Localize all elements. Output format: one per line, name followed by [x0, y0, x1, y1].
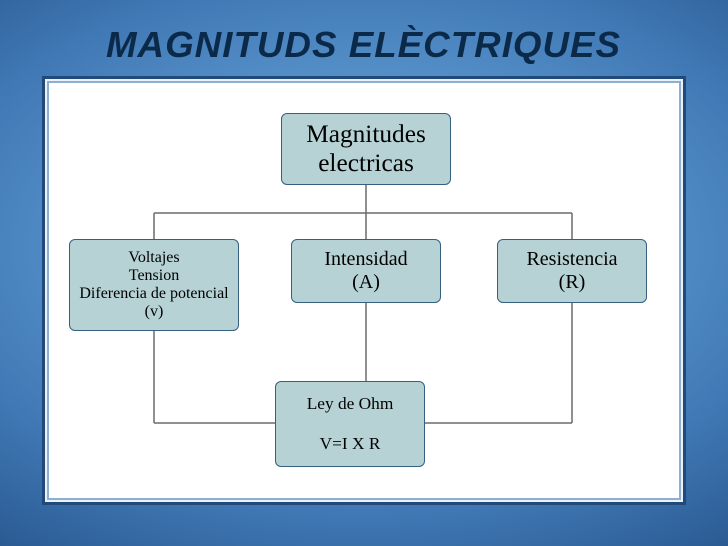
- node-volt-line: (v): [70, 303, 238, 321]
- node-intens-line: (A): [292, 271, 440, 294]
- node-volt: VoltajesTensionDiferencia de potencial(v…: [69, 239, 239, 331]
- content-panel-outer: Magnitudeselectricas VoltajesTensionDifer…: [42, 76, 686, 505]
- node-intens: Intensidad(A): [291, 239, 441, 303]
- node-root-line: electricas: [282, 149, 450, 178]
- title-container: MAGNITUDS ELÈCTRIQUES: [0, 0, 728, 76]
- node-ohm: Ley de Ohm V=I X R: [275, 381, 425, 467]
- node-resist: Resistencia(R): [497, 239, 647, 303]
- node-ohm-line: Ley de Ohm: [276, 394, 424, 414]
- node-ohm-line: [276, 414, 424, 434]
- node-volt-line: Diferencia de potencial: [70, 285, 238, 303]
- node-volt-line: Voltajes: [70, 249, 238, 267]
- node-root-line: Magnitudes: [282, 120, 450, 149]
- node-volt-line: Tension: [70, 267, 238, 285]
- node-resist-line: Resistencia: [498, 248, 646, 271]
- slide-title: MAGNITUDS ELÈCTRIQUES: [106, 24, 621, 66]
- node-intens-line: Intensidad: [292, 248, 440, 271]
- diagram-canvas: Magnitudeselectricas VoltajesTensionDifer…: [49, 83, 683, 498]
- node-root: Magnitudeselectricas: [281, 113, 451, 185]
- node-resist-line: (R): [498, 271, 646, 294]
- node-ohm-line: V=I X R: [276, 434, 424, 454]
- content-panel-inner: Magnitudeselectricas VoltajesTensionDifer…: [47, 81, 681, 500]
